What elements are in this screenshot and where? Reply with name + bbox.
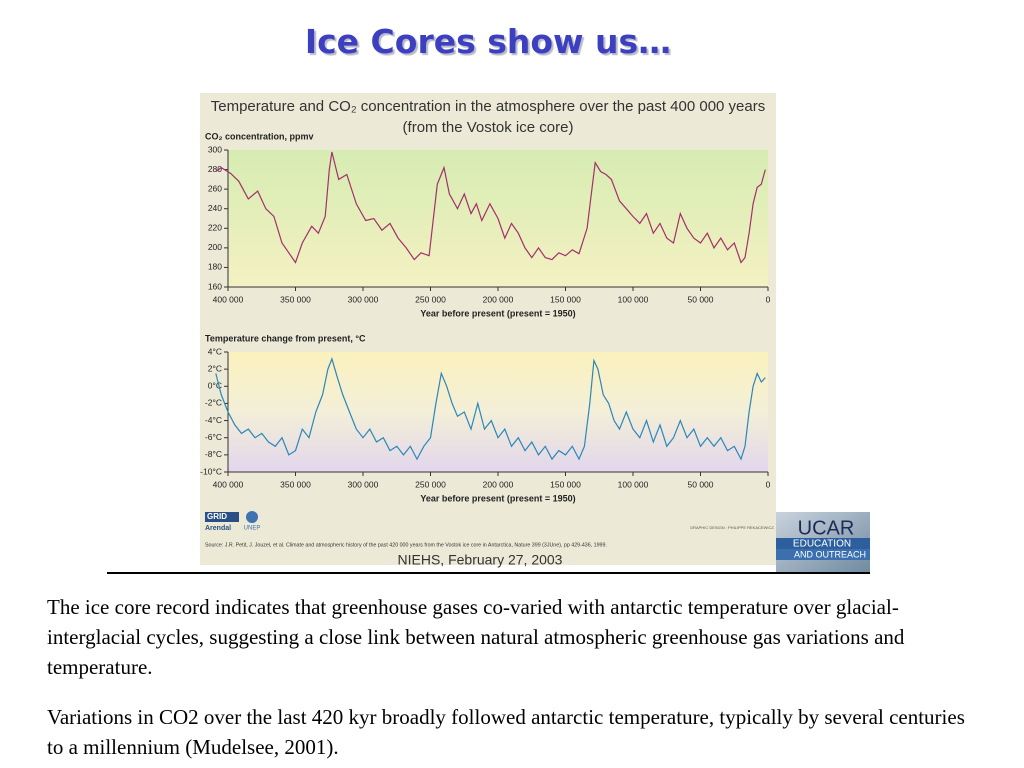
credit: GRAPHIC DESIGN : PHILIPPE REKACEWICZ xyxy=(690,525,774,530)
y-tick-label: 300 xyxy=(208,144,222,154)
logo-icon xyxy=(246,511,258,523)
x-tick-label: 200 000 xyxy=(483,479,514,489)
y-tick-label: 2°C xyxy=(208,363,222,373)
x-tick-label: 0 xyxy=(766,294,771,304)
x-tick-label: 50 000 xyxy=(688,479,714,489)
logo-text: AND OUTREACH xyxy=(794,549,866,559)
data-line xyxy=(215,151,766,264)
logo-strip xyxy=(776,549,870,560)
plot-area xyxy=(228,352,768,472)
y-tick-label: 4°C xyxy=(208,346,222,356)
y-tick-label: -2°C xyxy=(205,398,222,408)
y-tick-label: 220 xyxy=(208,223,222,233)
x-tick-label: 0 xyxy=(766,479,771,489)
source: Source: J.R. Petit, J. Jouzel, et al. Cl… xyxy=(205,542,607,548)
x-tick-label: 250 000 xyxy=(415,294,446,304)
y-tick-label: 260 xyxy=(208,183,222,193)
y-tick-label: 240 xyxy=(208,203,222,213)
x-tick-label: 400 000 xyxy=(213,294,244,304)
logo-text: GRID xyxy=(207,512,227,521)
x-tick-label: 100 000 xyxy=(618,294,649,304)
x-tick-label: 50 000 xyxy=(688,294,714,304)
slide-title: Ice Cores show us… xyxy=(304,22,672,61)
x-tick-label: 300 000 xyxy=(348,294,379,304)
x-tick-label: 300 000 xyxy=(348,479,379,489)
y-tick-label: 200 xyxy=(208,242,222,252)
x-tick-label: 150 000 xyxy=(550,294,581,304)
x-tick-label: 350 000 xyxy=(280,294,311,304)
logo-strip xyxy=(776,538,870,549)
y-tick-label: -4°C xyxy=(205,415,222,425)
y-tick-label: 280 xyxy=(208,164,222,174)
x-tick-label: 150 000 xyxy=(550,479,581,489)
y-tick-label: -8°C xyxy=(205,449,222,459)
y-axis-label: Temperature change from present, °C xyxy=(205,333,366,343)
caption: NIEHS, February 27, 2003 xyxy=(398,552,563,568)
logo-text: Arendal xyxy=(205,525,231,532)
x-axis-label: Year before present (present = 1950) xyxy=(420,308,575,318)
y-tick-label: 180 xyxy=(208,262,222,272)
data-line xyxy=(215,357,766,461)
x-tick-label: 100 000 xyxy=(618,479,649,489)
logo-text: UNEP xyxy=(244,526,261,532)
x-tick-label: 350 000 xyxy=(280,479,311,489)
x-tick-label: 400 000 xyxy=(213,479,244,489)
y-tick-label: -10°C xyxy=(200,466,222,476)
figure-title: Temperature and CO₂ concentration in the… xyxy=(211,98,765,115)
y-tick-label: -6°C xyxy=(205,432,222,442)
x-tick-label: 250 000 xyxy=(415,479,446,489)
figure: Temperature and CO₂ concentration in the… xyxy=(107,93,870,574)
y-tick-label: 160 xyxy=(208,281,222,291)
logo-text: UCAR xyxy=(798,517,855,539)
x-tick-label: 200 000 xyxy=(483,294,514,304)
logo-text: EDUCATION xyxy=(793,539,851,550)
x-axis-label: Year before present (present = 1950) xyxy=(420,493,575,503)
paragraph: Variations in CO2 over the last 420 kyr … xyxy=(47,705,965,759)
paragraph: The ice core record indicates that green… xyxy=(47,595,905,679)
y-axis-label: CO₂ concentration, ppmv xyxy=(205,131,314,141)
y-tick-label: 0°C xyxy=(208,381,222,391)
logo-box xyxy=(205,512,239,522)
figure-subtitle: (from the Vostok ice core) xyxy=(403,119,574,136)
